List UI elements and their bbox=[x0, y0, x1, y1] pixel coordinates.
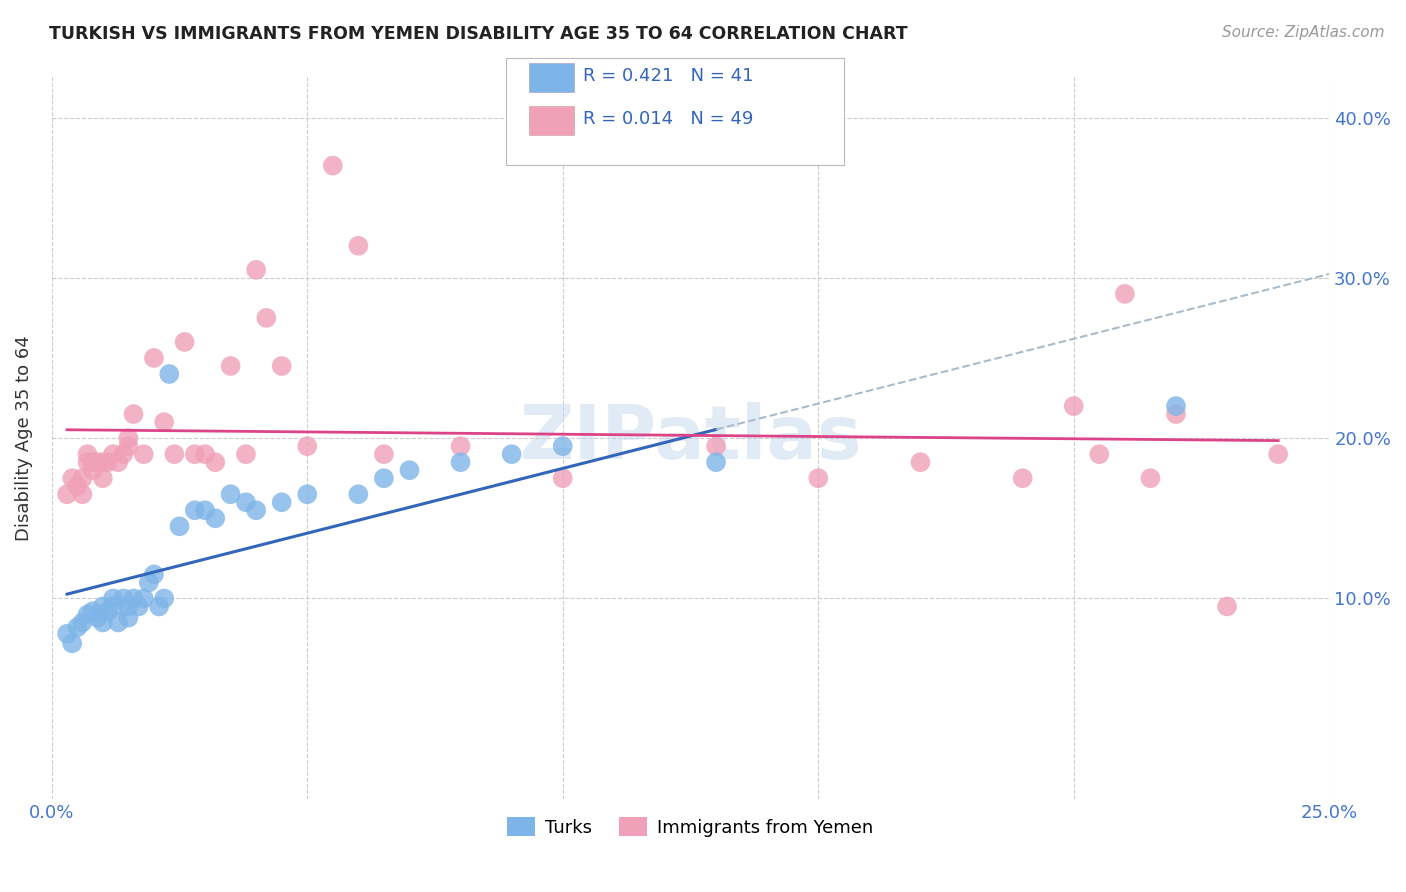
Point bbox=[138, 575, 160, 590]
Point bbox=[1267, 447, 1289, 461]
Point bbox=[551, 439, 574, 453]
Point bbox=[107, 455, 129, 469]
Point bbox=[270, 495, 292, 509]
Text: TURKISH VS IMMIGRANTS FROM YEMEN DISABILITY AGE 35 TO 64 CORRELATION CHART: TURKISH VS IMMIGRANTS FROM YEMEN DISABIL… bbox=[49, 25, 908, 43]
Point bbox=[60, 636, 83, 650]
Point bbox=[450, 455, 472, 469]
Point bbox=[1216, 599, 1239, 614]
Point bbox=[184, 503, 207, 517]
Point bbox=[1011, 471, 1033, 485]
Point bbox=[169, 519, 191, 533]
Point bbox=[107, 615, 129, 630]
Point bbox=[450, 439, 472, 453]
Point bbox=[117, 431, 139, 445]
Point bbox=[347, 239, 370, 253]
Point bbox=[204, 455, 226, 469]
Point bbox=[101, 599, 124, 614]
Point bbox=[76, 447, 98, 461]
Point bbox=[82, 604, 104, 618]
Text: Source: ZipAtlas.com: Source: ZipAtlas.com bbox=[1222, 25, 1385, 40]
Point bbox=[128, 599, 150, 614]
Point bbox=[122, 407, 145, 421]
Point bbox=[219, 359, 242, 373]
Point bbox=[91, 455, 114, 469]
Text: ZIPatlas: ZIPatlas bbox=[519, 401, 862, 475]
Point bbox=[117, 439, 139, 453]
Point bbox=[373, 447, 395, 461]
Point bbox=[297, 439, 319, 453]
Point bbox=[142, 351, 165, 365]
Point bbox=[1164, 407, 1187, 421]
Point bbox=[132, 447, 155, 461]
Point bbox=[297, 487, 319, 501]
Point bbox=[184, 447, 207, 461]
Point bbox=[173, 334, 195, 349]
Point bbox=[97, 604, 120, 618]
Point bbox=[117, 599, 139, 614]
Point bbox=[91, 599, 114, 614]
Point bbox=[245, 262, 267, 277]
Point bbox=[117, 610, 139, 624]
Point bbox=[122, 591, 145, 606]
Point bbox=[142, 567, 165, 582]
Point bbox=[322, 159, 344, 173]
Point bbox=[704, 439, 727, 453]
Point bbox=[60, 471, 83, 485]
Point bbox=[112, 447, 135, 461]
Point bbox=[704, 455, 727, 469]
Point bbox=[347, 487, 370, 501]
Point bbox=[1139, 471, 1161, 485]
Point bbox=[72, 471, 94, 485]
Point bbox=[551, 471, 574, 485]
Point bbox=[245, 503, 267, 517]
Point bbox=[194, 447, 217, 461]
Point bbox=[132, 591, 155, 606]
Point bbox=[101, 447, 124, 461]
Point bbox=[1164, 399, 1187, 413]
Point bbox=[72, 487, 94, 501]
Legend: Turks, Immigrants from Yemen: Turks, Immigrants from Yemen bbox=[501, 810, 880, 844]
Point bbox=[235, 447, 257, 461]
Point bbox=[270, 359, 292, 373]
Point bbox=[97, 455, 120, 469]
Point bbox=[807, 471, 830, 485]
Point bbox=[373, 471, 395, 485]
Point bbox=[254, 310, 277, 325]
Point bbox=[56, 626, 79, 640]
Text: R = 0.421   N = 41: R = 0.421 N = 41 bbox=[583, 67, 754, 86]
Point bbox=[235, 495, 257, 509]
Point bbox=[82, 455, 104, 469]
Point bbox=[56, 487, 79, 501]
Point bbox=[101, 591, 124, 606]
Point bbox=[87, 455, 110, 469]
Point bbox=[157, 367, 180, 381]
Point bbox=[910, 455, 932, 469]
Point bbox=[72, 615, 94, 630]
Point bbox=[87, 610, 110, 624]
Point bbox=[66, 479, 89, 493]
Point bbox=[1063, 399, 1085, 413]
Point bbox=[219, 487, 242, 501]
Point bbox=[194, 503, 217, 517]
Point bbox=[204, 511, 226, 525]
Point bbox=[1088, 447, 1111, 461]
Point bbox=[163, 447, 186, 461]
Text: R = 0.014   N = 49: R = 0.014 N = 49 bbox=[583, 110, 754, 128]
Point bbox=[153, 415, 176, 429]
Point bbox=[76, 455, 98, 469]
Y-axis label: Disability Age 35 to 64: Disability Age 35 to 64 bbox=[15, 335, 32, 541]
Point bbox=[148, 599, 170, 614]
Point bbox=[66, 620, 89, 634]
Point bbox=[153, 591, 176, 606]
Point bbox=[76, 607, 98, 622]
Point bbox=[91, 471, 114, 485]
Point bbox=[91, 615, 114, 630]
Point bbox=[112, 591, 135, 606]
Point bbox=[1114, 286, 1136, 301]
Point bbox=[501, 447, 523, 461]
Point bbox=[82, 463, 104, 477]
Point bbox=[398, 463, 420, 477]
